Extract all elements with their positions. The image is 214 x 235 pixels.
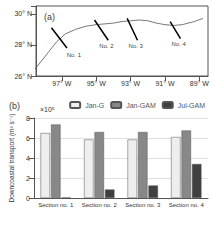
svg-text:97° W: 97° W <box>52 80 72 87</box>
svg-text:Section no. 3: Section no. 3 <box>125 202 161 208</box>
svg-text:Downcoastal transport (m³ s⁻¹): Downcoastal transport (m³ s⁻¹) <box>8 113 16 202</box>
svg-text:8: 8 <box>26 115 30 122</box>
svg-text:No. 4: No. 4 <box>172 41 187 47</box>
svg-text:95° W: 95° W <box>87 80 107 87</box>
svg-text:91° W: 91° W <box>155 80 175 87</box>
svg-text:2: 2 <box>26 175 30 182</box>
svg-text:89° W: 89° W <box>190 80 210 87</box>
svg-text:No. 3: No. 3 <box>129 43 144 49</box>
svg-text:Section no. 4: Section no. 4 <box>169 202 205 208</box>
svg-text:28° N: 28° N <box>14 41 32 48</box>
svg-text:Jul-GAM: Jul-GAM <box>178 102 205 109</box>
svg-text:×10⁵: ×10⁵ <box>40 106 55 113</box>
svg-text:4: 4 <box>26 155 30 162</box>
svg-text:30° N: 30° N <box>14 10 32 17</box>
svg-text:(a): (a) <box>44 12 55 22</box>
svg-text:(b): (b) <box>9 101 20 111</box>
svg-text:Section no. 2: Section no. 2 <box>82 202 118 208</box>
svg-text:0: 0 <box>26 195 30 202</box>
svg-text:No. 1: No. 1 <box>67 52 82 58</box>
svg-text:26° N: 26° N <box>14 73 32 80</box>
svg-text:Jan-GAM: Jan-GAM <box>126 102 156 109</box>
svg-text:Section no. 1: Section no. 1 <box>38 202 74 208</box>
svg-text:Jan-G: Jan-G <box>85 102 104 109</box>
svg-text:No. 2: No. 2 <box>99 43 114 49</box>
svg-text:93° W: 93° W <box>121 80 141 87</box>
svg-text:6: 6 <box>26 135 30 142</box>
